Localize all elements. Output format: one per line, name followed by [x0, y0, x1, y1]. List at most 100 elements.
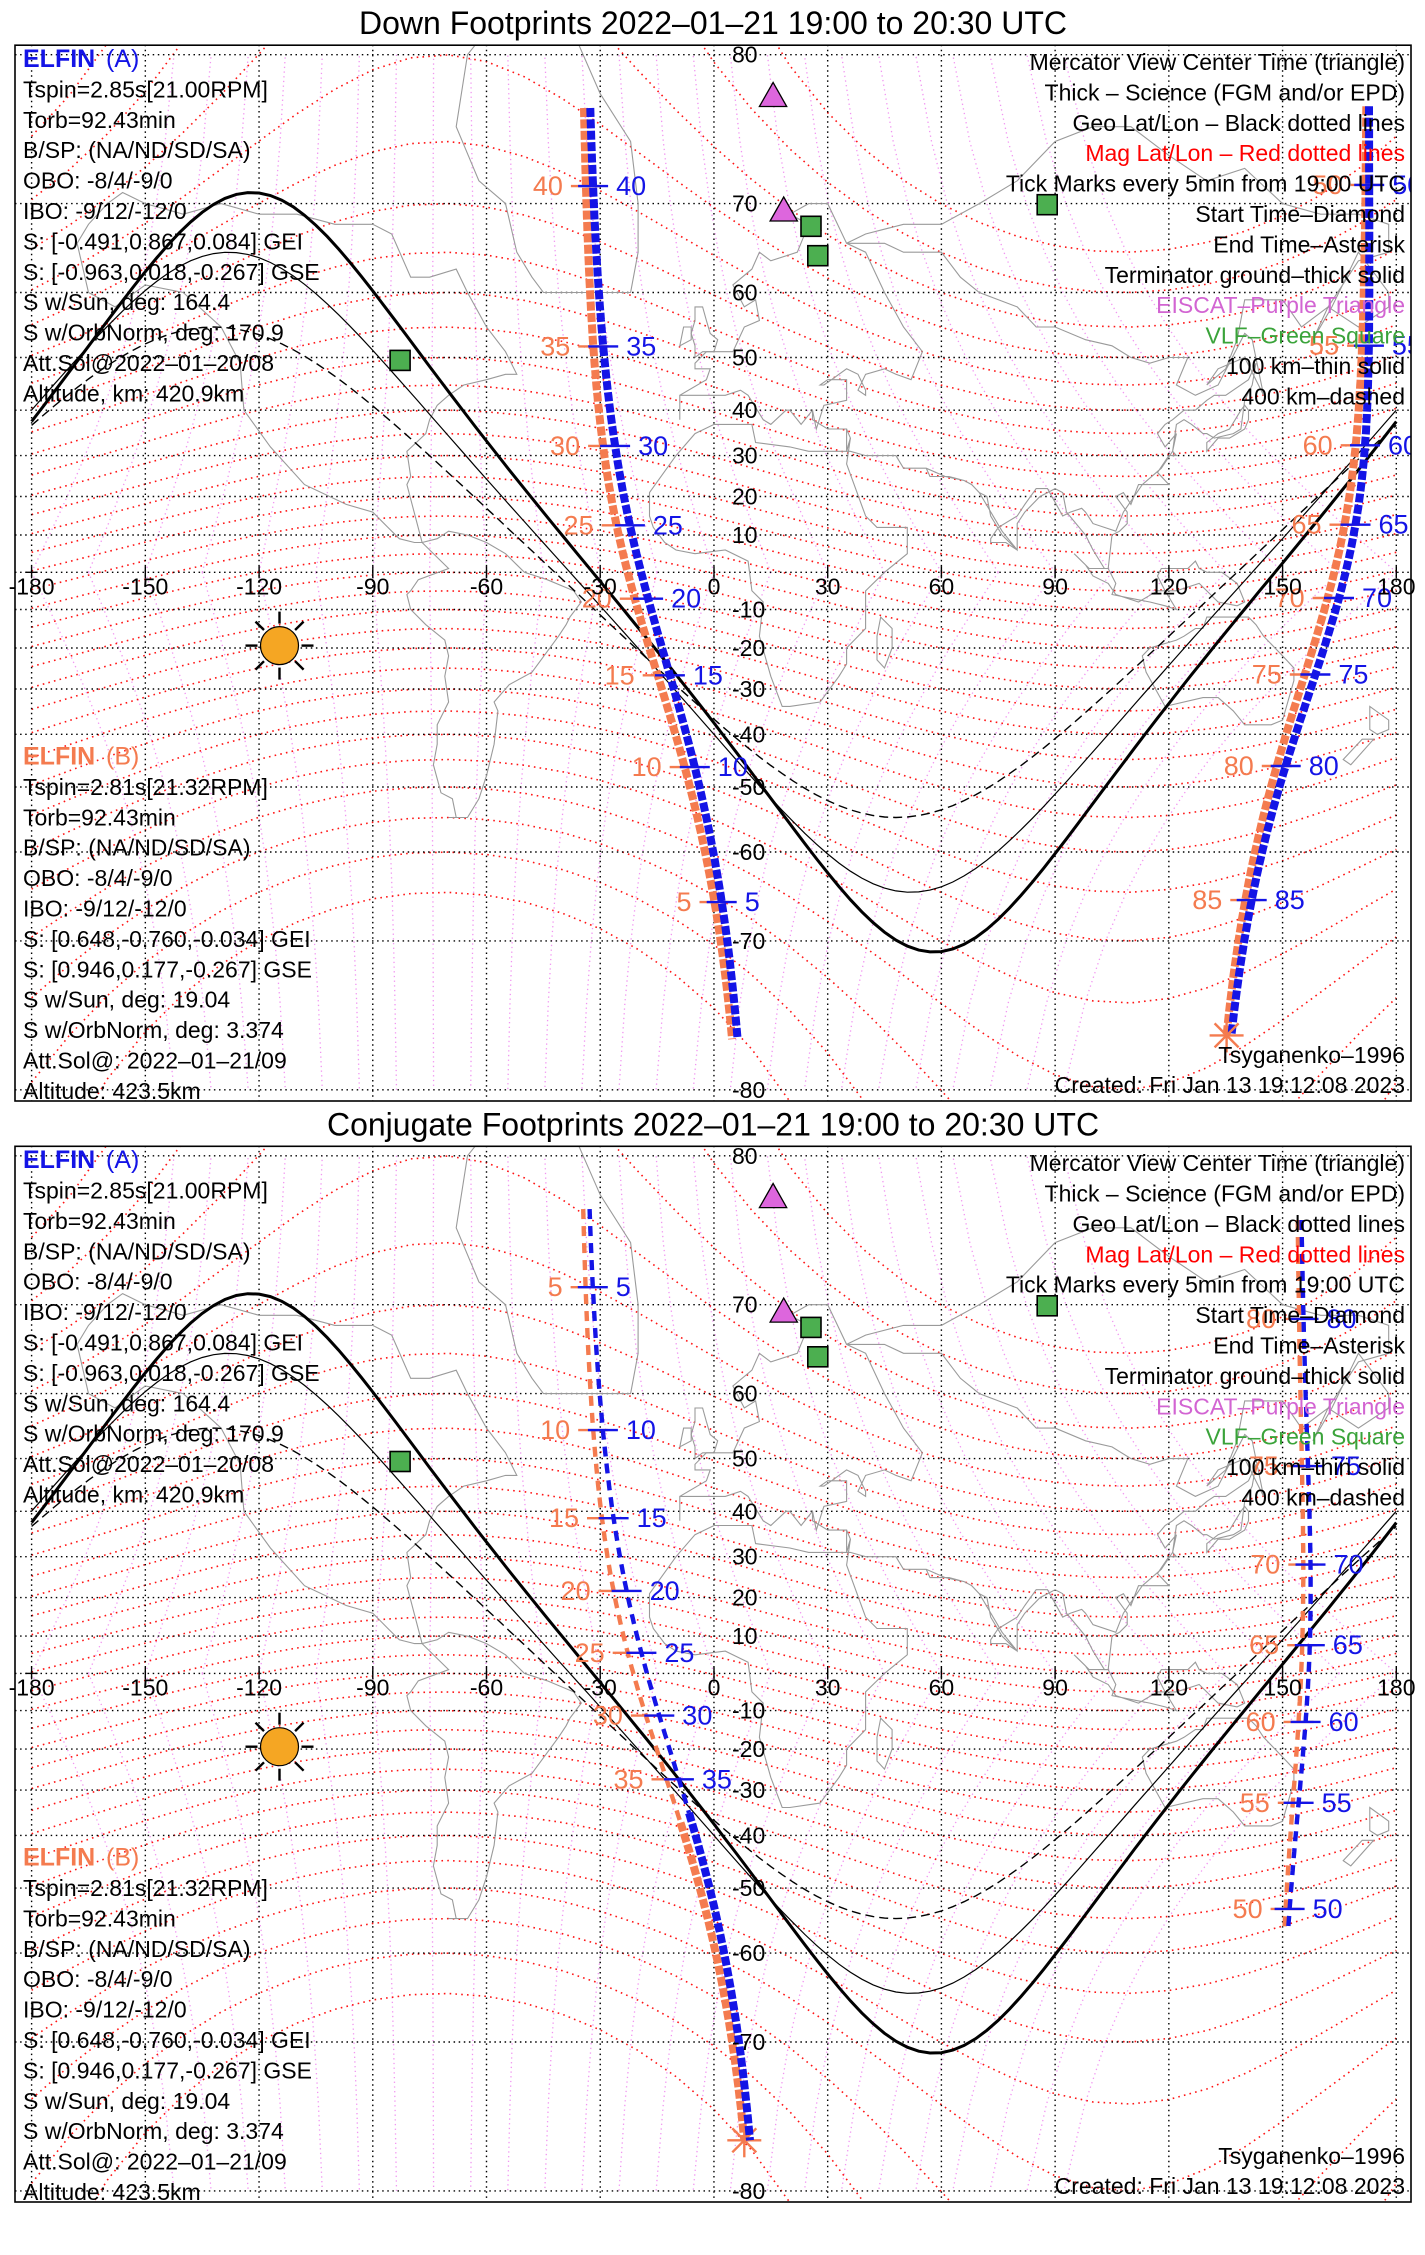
svg-text:B/SP: (NA/ND/SD/SA): B/SP: (NA/ND/SD/SA)	[23, 835, 250, 861]
svg-text:Altitude: 423.5km: Altitude: 423.5km	[23, 2179, 201, 2205]
svg-text:-40: -40	[732, 1822, 765, 1848]
svg-text:(B): (B)	[106, 1844, 139, 1872]
svg-text:Geo Lat/Lon – Black dotted lin: Geo Lat/Lon – Black dotted lines	[1073, 1211, 1405, 1237]
svg-text:(A): (A)	[106, 1146, 139, 1174]
svg-text:30: 30	[550, 431, 580, 461]
svg-text:S w/OrbNorm, deg: 3.374: S w/OrbNorm, deg: 3.374	[23, 1017, 284, 1043]
svg-text:IBO: -9/12/-12/0: IBO: -9/12/-12/0	[23, 198, 187, 224]
svg-text:70: 70	[1250, 1550, 1280, 1580]
svg-text:65: 65	[1379, 510, 1409, 540]
svg-text:S: [0.946,0.177,-0.267] GSE: S: [0.946,0.177,-0.267] GSE	[23, 956, 312, 982]
svg-text:30: 30	[682, 1701, 712, 1731]
svg-text:5: 5	[616, 1272, 631, 1302]
svg-text:Att.Sol@2022–01–20/08: Att.Sol@2022–01–20/08	[23, 350, 274, 376]
svg-text:-70: -70	[732, 2029, 765, 2055]
svg-text:Tspin=2.81s[21.32RPM]: Tspin=2.81s[21.32RPM]	[23, 1875, 268, 1901]
svg-text:ELFIN: ELFIN	[23, 1844, 95, 1872]
svg-text:-40: -40	[732, 721, 765, 747]
svg-text:-80: -80	[732, 1077, 765, 1103]
svg-text:10: 10	[540, 1415, 570, 1445]
svg-text:Torb=92.43min: Torb=92.43min	[23, 1905, 176, 1931]
svg-text:-30: -30	[732, 676, 765, 702]
svg-text:30: 30	[732, 1544, 758, 1570]
svg-text:5: 5	[745, 887, 760, 917]
svg-text:55: 55	[1322, 1788, 1352, 1818]
svg-text:65: 65	[1291, 510, 1321, 540]
svg-text:VLF–Green Square: VLF–Green Square	[1206, 1424, 1405, 1450]
svg-text:20: 20	[732, 1585, 758, 1611]
svg-text:S: [0.946,0.177,-0.267] GSE: S: [0.946,0.177,-0.267] GSE	[23, 2057, 312, 2083]
svg-text:25: 25	[564, 510, 594, 540]
svg-text:50: 50	[1233, 1894, 1263, 1924]
svg-text:40: 40	[732, 397, 758, 423]
svg-text:B/SP: (NA/ND/SD/SA): B/SP: (NA/ND/SD/SA)	[23, 1238, 250, 1264]
svg-text:Down Footprints 2022–01–21 19:: Down Footprints 2022–01–21 19:00 to 20:3…	[359, 5, 1067, 41]
svg-text:S w/OrbNorm, deg: 170.9: S w/OrbNorm, deg: 170.9	[23, 1421, 284, 1447]
svg-text:Tsyganenko–1996: Tsyganenko–1996	[1218, 2143, 1405, 2169]
svg-text:Mag Lat/Lon – Red dotted lines: Mag Lat/Lon – Red dotted lines	[1085, 140, 1405, 166]
svg-text:50: 50	[732, 1446, 758, 1472]
svg-text:35: 35	[626, 331, 656, 361]
svg-text:10: 10	[732, 522, 758, 548]
svg-text:40: 40	[616, 171, 646, 201]
svg-text:IBO: -9/12/-12/0: IBO: -9/12/-12/0	[23, 1299, 187, 1325]
svg-text:40: 40	[732, 1498, 758, 1524]
svg-text:70: 70	[1334, 1550, 1364, 1580]
svg-text:50: 50	[1313, 1894, 1343, 1924]
svg-text:30: 30	[732, 443, 758, 469]
svg-text:Created: Fri Jan 13 19:12:08 2: Created: Fri Jan 13 19:12:08 2023	[1055, 2173, 1405, 2199]
svg-text:Mercator View Center Time (tri: Mercator View Center Time (triangle)	[1030, 1150, 1405, 1176]
svg-text:60: 60	[732, 280, 758, 306]
svg-text:-50: -50	[732, 1875, 765, 1901]
svg-text:60: 60	[1303, 430, 1333, 460]
svg-text:IBO: -9/12/-12/0: IBO: -9/12/-12/0	[23, 896, 187, 922]
svg-text:-20: -20	[732, 635, 765, 661]
svg-text:15: 15	[549, 1503, 579, 1533]
svg-text:Terminator ground–thick solid: Terminator ground–thick solid	[1105, 1363, 1405, 1389]
svg-text:100 km–thin solid: 100 km–thin solid	[1226, 1454, 1405, 1480]
svg-text:10: 10	[626, 1415, 656, 1445]
svg-text:25: 25	[653, 510, 683, 540]
svg-text:OBO: -8/4/-9/0: OBO: -8/4/-9/0	[23, 1966, 173, 1992]
svg-text:S: [-0.963,0.018,-0.267] GSE: S: [-0.963,0.018,-0.267] GSE	[23, 1360, 320, 1386]
svg-text:Torb=92.43min: Torb=92.43min	[23, 1208, 176, 1234]
svg-text:Terminator ground–thick solid: Terminator ground–thick solid	[1105, 262, 1405, 288]
svg-text:65: 65	[1249, 1630, 1279, 1660]
svg-text:Geo Lat/Lon – Black dotted lin: Geo Lat/Lon – Black dotted lines	[1073, 110, 1405, 136]
svg-text:S w/Sun, deg: 19.04: S w/Sun, deg: 19.04	[23, 987, 230, 1013]
svg-text:Torb=92.43min: Torb=92.43min	[23, 804, 176, 830]
svg-text:5: 5	[676, 887, 691, 917]
svg-text:50: 50	[732, 345, 758, 371]
svg-text:ELFIN: ELFIN	[23, 45, 95, 73]
svg-text:Altitude: 423.5km: Altitude: 423.5km	[23, 1078, 201, 1104]
svg-text:-10: -10	[732, 1698, 765, 1724]
svg-text:-30: -30	[732, 1777, 765, 1803]
svg-text:Mercator View Center Time (tri: Mercator View Center Time (triangle)	[1030, 49, 1405, 75]
svg-text:20: 20	[671, 584, 701, 614]
svg-text:Tick Marks every 5min from 19:: Tick Marks every 5min from 19:00 UTC	[1006, 1272, 1405, 1298]
svg-text:15: 15	[693, 660, 723, 690]
svg-text:Altitude, km: 420.9km: Altitude, km: 420.9km	[23, 1482, 244, 1508]
svg-text:S w/Sun, deg: 164.4: S w/Sun, deg: 164.4	[23, 1390, 230, 1416]
svg-text:Created: Fri Jan 13 19:12:08 2: Created: Fri Jan 13 19:12:08 2023	[1055, 1072, 1405, 1098]
svg-text:S w/Sun, deg: 19.04: S w/Sun, deg: 19.04	[23, 2088, 230, 2114]
svg-text:5: 5	[548, 1272, 563, 1302]
svg-text:85: 85	[1192, 885, 1222, 915]
svg-text:Thick – Science (FGM and/or EP: Thick – Science (FGM and/or EPD)	[1045, 79, 1405, 105]
svg-text:Att.Sol@2022–01–20/08: Att.Sol@2022–01–20/08	[23, 1451, 274, 1477]
svg-text:25: 25	[575, 1638, 605, 1668]
svg-text:-50: -50	[732, 774, 765, 800]
svg-text:Start Time–Diamond: Start Time–Diamond	[1195, 1302, 1405, 1328]
svg-text:Tspin=2.81s[21.32RPM]: Tspin=2.81s[21.32RPM]	[23, 774, 268, 800]
svg-text:60: 60	[1246, 1707, 1276, 1737]
svg-text:Conjugate Footprints 2022–01–2: Conjugate Footprints 2022–01–21 19:00 to…	[327, 1106, 1099, 1142]
svg-text:Tick Marks every 5min from 19:: Tick Marks every 5min from 19:00 UTC	[1006, 171, 1405, 197]
svg-text:S: [-0.491,0.867,0.084] GEI: S: [-0.491,0.867,0.084] GEI	[23, 228, 303, 254]
svg-text:Torb=92.43min: Torb=92.43min	[23, 107, 176, 133]
svg-text:S: [-0.963,0.018,-0.267] GSE: S: [-0.963,0.018,-0.267] GSE	[23, 259, 320, 285]
svg-text:-80: -80	[732, 2178, 765, 2204]
svg-text:OBO: -8/4/-9/0: OBO: -8/4/-9/0	[23, 865, 173, 891]
svg-text:60: 60	[732, 1381, 758, 1407]
svg-text:Tspin=2.85s[21.00RPM]: Tspin=2.85s[21.00RPM]	[23, 1178, 268, 1204]
svg-text:70: 70	[732, 191, 758, 217]
